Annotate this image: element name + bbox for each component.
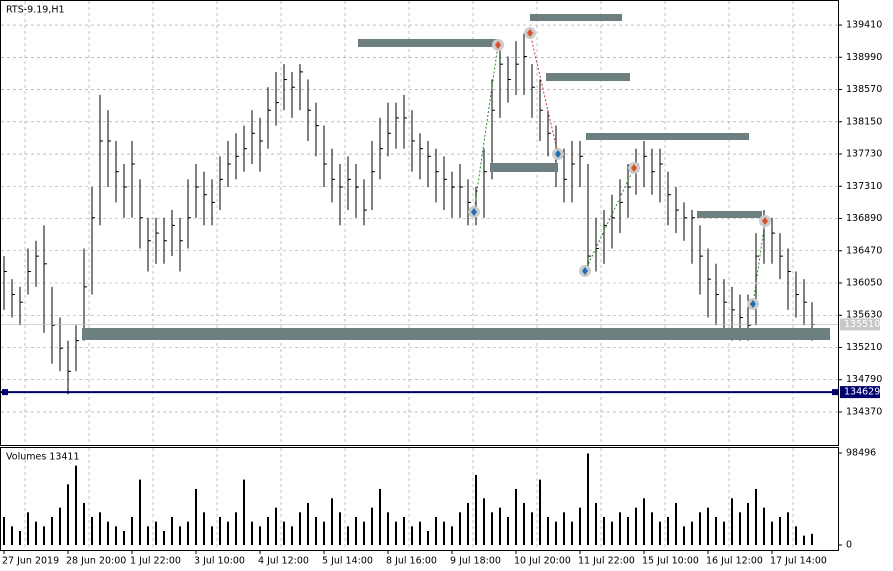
buy-marker (555, 150, 561, 158)
x-tick-label: 1 Jul 22:00 (130, 556, 181, 567)
x-tick-label: 5 Jul 14:00 (322, 556, 373, 567)
x-tick-label: 8 Jul 16:00 (386, 556, 437, 567)
y-tick-label: 135630 (846, 310, 882, 321)
y-tick-label: 136470 (846, 245, 882, 256)
level-zone (586, 133, 749, 140)
zigzag (529, 32, 559, 155)
signal-markers (468, 27, 771, 310)
x-tick-label: 10 Jul 20:00 (514, 556, 571, 567)
sell-marker (527, 29, 533, 37)
x-tick-label: 11 Jul 22:00 (578, 556, 635, 567)
current-price-box (840, 318, 880, 331)
y-tick-label: 136050 (846, 278, 882, 289)
buy-marker (471, 208, 477, 216)
buy-marker (750, 300, 756, 308)
x-tick-label: 15 Jul 10:00 (642, 556, 699, 567)
y-tick-label: 136890 (846, 213, 882, 224)
volume-title: Volumes 13411 (6, 452, 80, 463)
sell-marker (762, 217, 768, 225)
level-zone (546, 73, 630, 81)
x-tick-label: 4 Jul 12:00 (258, 556, 309, 567)
x-tick-label: 16 Jul 12:00 (706, 556, 763, 567)
x-tick-label: 27 Jun 2019 (2, 556, 59, 567)
level-zone (82, 328, 830, 340)
hline-box (840, 386, 880, 399)
y-tick-label: 139410 (846, 20, 882, 31)
y-tick-label: 134370 (846, 406, 882, 417)
level-zone (697, 211, 762, 218)
x-tick-label: 3 Jul 10:00 (194, 556, 245, 567)
hline-anchor (2, 389, 8, 396)
y-tick-label: 137310 (846, 181, 882, 192)
sell-marker (495, 41, 501, 49)
level-overlays (82, 14, 830, 340)
level-zone (530, 14, 622, 21)
chart-title: RTS-9.19,H1 (6, 5, 65, 16)
buy-marker (582, 267, 588, 275)
x-tick-label: 28 Jun 20:00 (66, 556, 126, 567)
zigzag (752, 220, 766, 305)
level-zone (490, 163, 558, 172)
x-tick-label: 17 Jul 14:00 (770, 556, 827, 567)
volume-pane (0, 447, 839, 551)
price-pane (0, 0, 839, 446)
zigzag (584, 167, 635, 272)
y-tick-label: 134790 (846, 374, 882, 385)
hline-anchor (832, 389, 838, 396)
y-tick-label: 138570 (846, 84, 882, 95)
hline-label: 134629 (844, 387, 880, 398)
y-tick-label: 137730 (846, 149, 882, 160)
x-tick-label: 9 Jul 18:00 (450, 556, 501, 567)
sell-marker (631, 164, 637, 172)
volume-tick-label: 0 (846, 540, 852, 551)
y-tick-label: 138150 (846, 116, 882, 127)
level-zone (358, 39, 498, 47)
current-price-label: 135510 (844, 319, 880, 330)
y-tick-label: 135210 (846, 342, 882, 353)
zigzag (473, 44, 499, 213)
volume-tick-label: 98496 (846, 448, 876, 459)
y-tick-label: 138990 (846, 52, 882, 63)
